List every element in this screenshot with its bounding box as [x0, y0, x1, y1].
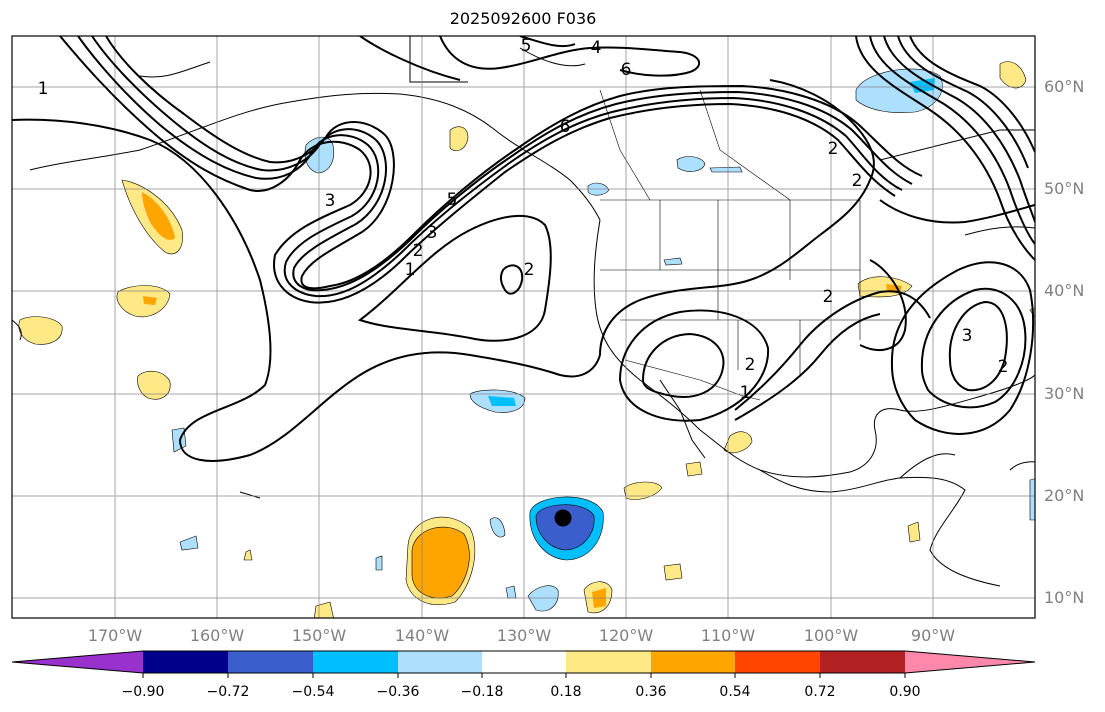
colorbar-segment: [651, 651, 737, 673]
contour-label: 2: [524, 260, 535, 280]
longitude-label: 110°W: [700, 626, 756, 645]
contour-label: 1: [38, 79, 49, 99]
positive-anomaly-core: [143, 296, 157, 305]
political-borders: [599, 89, 900, 401]
longitude-label: 130°W: [496, 626, 552, 645]
colorbar-tick-label: 0.90: [889, 684, 921, 700]
longitude-label: 100°W: [803, 626, 859, 645]
longitude-label: 120°W: [598, 626, 654, 645]
positive-anomaly-area: [907, 521, 921, 543]
colorbar-segment: [482, 651, 568, 673]
positive-anomaly-core: [142, 192, 175, 240]
positive-anomaly-area: [116, 285, 171, 318]
latitude-label: 60°N: [1044, 77, 1085, 96]
colorbar-segment: [228, 651, 314, 673]
colorbar-tick-label: 0.72: [804, 684, 836, 700]
colorbar-extend-left: [12, 651, 144, 673]
contour-label: 6: [560, 117, 571, 137]
longitude-label: 140°W: [394, 626, 450, 645]
contour-label: 2: [745, 355, 756, 375]
negative-anomaly-area: [1029, 478, 1035, 521]
colorbar-extend-right: [905, 651, 1035, 673]
positive-anomaly-core: [411, 526, 470, 599]
colorbar-tick-label: −0.18: [460, 684, 504, 700]
contour-label: 2: [828, 139, 839, 159]
positive-anomaly-area: [137, 370, 171, 400]
negative-anomaly-area: [676, 156, 706, 172]
contour-label: 1: [405, 260, 416, 280]
colorbar-tick-label: 0.18: [550, 684, 582, 700]
colorbar-tick-label: −0.72: [206, 684, 250, 700]
contour-label: 3: [427, 223, 438, 243]
positive-anomaly-area: [999, 61, 1027, 89]
latitude-label: 40°N: [1044, 281, 1085, 300]
contour-label: 3: [962, 326, 973, 346]
colorbar-segment: [820, 651, 906, 673]
colorbar-tick-label: 0.54: [719, 684, 751, 700]
negative-anomaly-core: [910, 78, 935, 93]
positive-anomaly-area: [449, 126, 469, 151]
contour-lines: [12, 36, 1035, 462]
longitude-label: 90°W: [910, 626, 956, 645]
map-title: 2025092600 F036: [449, 9, 597, 28]
latitude-label: 30°N: [1044, 384, 1085, 403]
storm-center-marker: [554, 509, 572, 527]
contour-label-group: 1 5 4 6 6 3 5 3 2 1 2 2 2 1 2 3 2 2: [38, 36, 1009, 403]
negative-anomaly-area: [489, 517, 506, 538]
longitude-label: 170°W: [87, 626, 143, 645]
positive-anomaly-area: [685, 461, 703, 477]
contour-label: 2: [823, 287, 834, 307]
longitude-label: 150°W: [291, 626, 347, 645]
positive-anomaly-area: [623, 481, 663, 500]
longitude-label: 160°W: [189, 626, 245, 645]
colorbar-tick-label: −0.90: [121, 684, 165, 700]
negative-anomaly-area: [663, 257, 683, 266]
colorbar-segment: [566, 651, 652, 673]
contour-label: 5: [447, 190, 458, 210]
positive-anomaly-area: [243, 549, 253, 561]
negative-anomaly-area: [505, 585, 517, 599]
contour-label: 3: [325, 191, 336, 211]
graticule: [12, 36, 1035, 618]
coastlines: [12, 36, 1035, 587]
negative-anomaly-core: [488, 396, 516, 406]
latitude-label: 50°N: [1044, 179, 1085, 198]
negative-anomaly-area: [179, 535, 199, 551]
positive-anomaly-area: [663, 563, 683, 581]
latitude-label: 20°N: [1044, 486, 1085, 505]
colorbar-ticks: [142, 673, 906, 678]
contour-label: 2: [852, 171, 863, 191]
contour-label: 2: [998, 357, 1009, 377]
contour-label: 4: [591, 38, 602, 58]
colorbar-segment: [143, 651, 229, 673]
contour-label: 1: [740, 383, 751, 403]
colorbar-tick-label: 0.36: [635, 684, 667, 700]
latitude-label: 10°N: [1044, 588, 1085, 607]
negative-anomaly-area: [375, 555, 383, 571]
colorbar-segment: [398, 651, 484, 673]
colorbar-segment: [735, 651, 821, 673]
colorbar-segment: [313, 651, 399, 673]
colorbar: [11, 650, 1036, 678]
map-frame: [11, 35, 1036, 619]
contour-label: 2: [413, 241, 424, 261]
colorbar-tick-label: −0.54: [291, 684, 335, 700]
negative-anomaly-area: [709, 166, 743, 173]
contour-label: 5: [521, 36, 532, 56]
negative-anomaly-core: [535, 504, 595, 551]
contour-label: 6: [621, 60, 632, 80]
colorbar-tick-label: −0.36: [376, 684, 420, 700]
